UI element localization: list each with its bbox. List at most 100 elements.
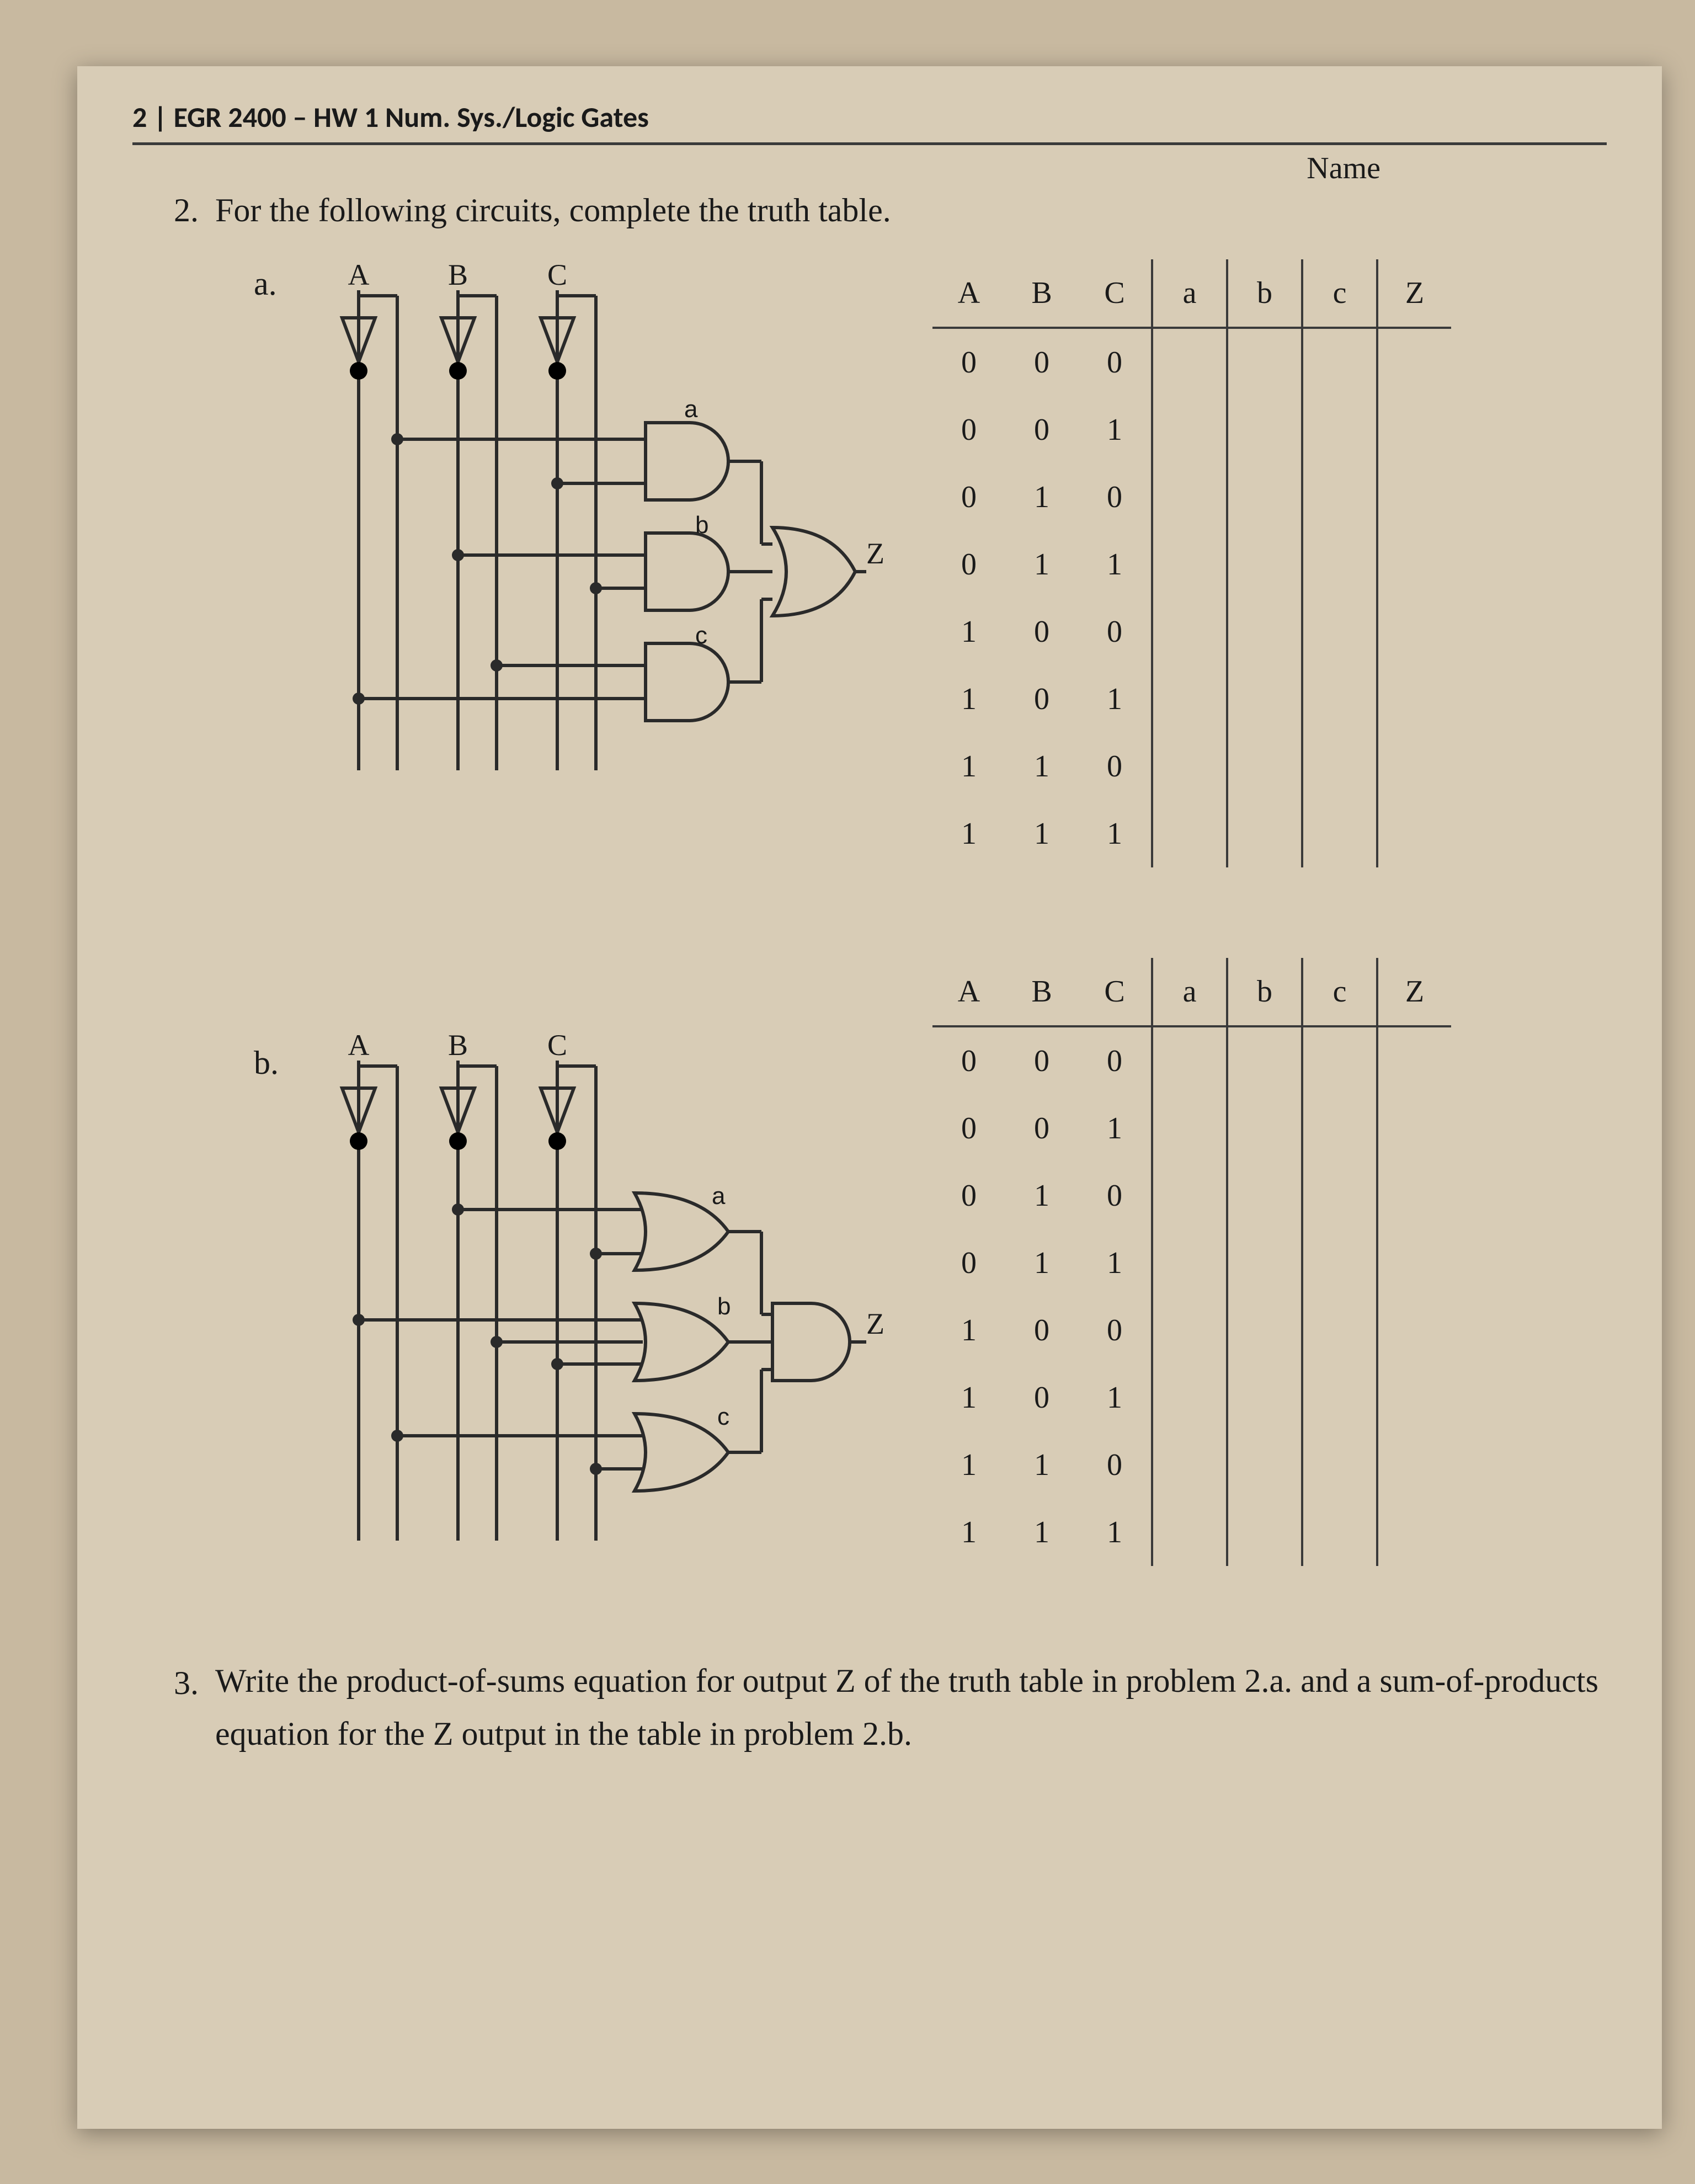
- part-b-row: b. A B C: [254, 956, 1607, 1566]
- table-cell: [1377, 1499, 1451, 1566]
- table-cell: 1: [932, 1431, 1005, 1499]
- table-cell: [1152, 598, 1227, 665]
- table-cell: [1227, 733, 1302, 800]
- page-header: 2 | EGR 2400 – HW 1 Num. Sys./Logic Gate…: [132, 99, 1607, 145]
- table-cell: 1: [1078, 396, 1152, 464]
- table-cell: [1227, 1095, 1302, 1162]
- svg-text:b: b: [717, 1293, 731, 1320]
- question-3: 3. Write the product-of-sums equation fo…: [132, 1654, 1601, 1760]
- svg-text:B: B: [448, 258, 468, 291]
- table-cell: 0: [932, 328, 1005, 396]
- table-row: 100: [932, 1297, 1451, 1364]
- question-2: 2. For the following circuits, complete …: [132, 191, 1607, 230]
- table-cell: 1: [1078, 665, 1152, 733]
- table-cell: 0: [1005, 598, 1078, 665]
- table-cell: [1152, 665, 1227, 733]
- table-cell: 0: [1005, 1095, 1078, 1162]
- table-cell: [1152, 328, 1227, 396]
- table-cell: 0: [1078, 464, 1152, 531]
- svg-text:B: B: [448, 1029, 468, 1062]
- table-row: 111: [932, 800, 1451, 867]
- table-cell: [1377, 396, 1451, 464]
- table-cell: 0: [932, 1095, 1005, 1162]
- table-cell: [1152, 1499, 1227, 1566]
- table-cell: [1227, 1026, 1302, 1095]
- svg-text:c: c: [695, 622, 707, 649]
- svg-text:b: b: [695, 512, 708, 539]
- table-row: 011: [932, 1229, 1451, 1297]
- table-cell: [1152, 1431, 1227, 1499]
- table-cell: 0: [932, 1229, 1005, 1297]
- table-cell: 0: [932, 464, 1005, 531]
- worksheet-page: 2 | EGR 2400 – HW 1 Num. Sys./Logic Gate…: [77, 66, 1662, 2129]
- svg-text:C: C: [547, 1029, 567, 1062]
- table-cell: [1152, 464, 1227, 531]
- circuit-a-svg: A B C: [303, 257, 866, 781]
- table-cell: 1: [1078, 800, 1152, 867]
- table-cell: 0: [1005, 665, 1078, 733]
- table-cell: [1302, 1162, 1377, 1229]
- table-cell: 0: [932, 1162, 1005, 1229]
- table-cell: 0: [1078, 328, 1152, 396]
- table-cell: [1302, 1297, 1377, 1364]
- table-cell: [1227, 396, 1302, 464]
- table-cell: [1377, 1297, 1451, 1364]
- table-cell: [1227, 665, 1302, 733]
- circuit-a: A B C: [303, 257, 866, 784]
- table-cell: [1302, 396, 1377, 464]
- table-cell: [1377, 733, 1451, 800]
- table-cell: 1: [1005, 1431, 1078, 1499]
- or-gate-c: c: [391, 1370, 772, 1491]
- table-row: 001: [932, 1095, 1451, 1162]
- table-cell: [1227, 531, 1302, 598]
- table-cell: [1302, 665, 1377, 733]
- table-cell: 1: [1005, 800, 1078, 867]
- table-cell: [1152, 531, 1227, 598]
- table-cell: 0: [1005, 328, 1078, 396]
- table-header-row: A B C a b c Z: [932, 958, 1451, 1026]
- table-cell: 0: [932, 1026, 1005, 1095]
- table-cell: [1302, 1364, 1377, 1431]
- truth-table-a-table: A B C a b c Z 000001010011100101110111: [932, 259, 1451, 867]
- truth-table-b-table: A B C a b c Z 000001010011100101110111: [932, 958, 1451, 1566]
- table-row: 111: [932, 1499, 1451, 1566]
- table-cell: 1: [1005, 1229, 1078, 1297]
- table-row: 011: [932, 531, 1451, 598]
- table-cell: [1302, 1229, 1377, 1297]
- table-cell: [1152, 733, 1227, 800]
- table-cell: 0: [932, 531, 1005, 598]
- table-cell: 1: [1078, 531, 1152, 598]
- part-a-label: a.: [254, 257, 303, 303]
- table-cell: [1302, 598, 1377, 665]
- table-cell: [1227, 598, 1302, 665]
- table-row: 000: [932, 1026, 1451, 1095]
- table-cell: 0: [932, 396, 1005, 464]
- circuit-b: A B C a: [303, 956, 866, 1554]
- table-cell: 1: [1078, 1229, 1152, 1297]
- table-cell: 1: [1005, 1499, 1078, 1566]
- table-row: 000: [932, 328, 1451, 396]
- table-header-row: A B C a b c Z: [932, 259, 1451, 328]
- table-row: 101: [932, 665, 1451, 733]
- table-cell: [1227, 1297, 1302, 1364]
- table-cell: [1377, 1431, 1451, 1499]
- circuit-b-svg: A B C a: [303, 1027, 866, 1552]
- table-cell: [1302, 800, 1377, 867]
- table-cell: [1302, 328, 1377, 396]
- table-cell: 1: [1005, 531, 1078, 598]
- table-cell: 0: [1078, 1297, 1152, 1364]
- table-cell: 0: [1078, 1431, 1152, 1499]
- q2-parts: a. A B C: [254, 257, 1607, 1566]
- table-cell: [1152, 1026, 1227, 1095]
- table-cell: [1227, 464, 1302, 531]
- table-cell: [1377, 531, 1451, 598]
- table-cell: [1377, 800, 1451, 867]
- table-cell: [1377, 1162, 1451, 1229]
- part-b-label: b.: [254, 956, 303, 1082]
- table-cell: [1152, 396, 1227, 464]
- table-cell: 0: [1078, 598, 1152, 665]
- q3-text: Write the product-of-sums equation for o…: [215, 1654, 1601, 1760]
- table-cell: [1377, 464, 1451, 531]
- table-cell: [1377, 1229, 1451, 1297]
- table-cell: [1227, 328, 1302, 396]
